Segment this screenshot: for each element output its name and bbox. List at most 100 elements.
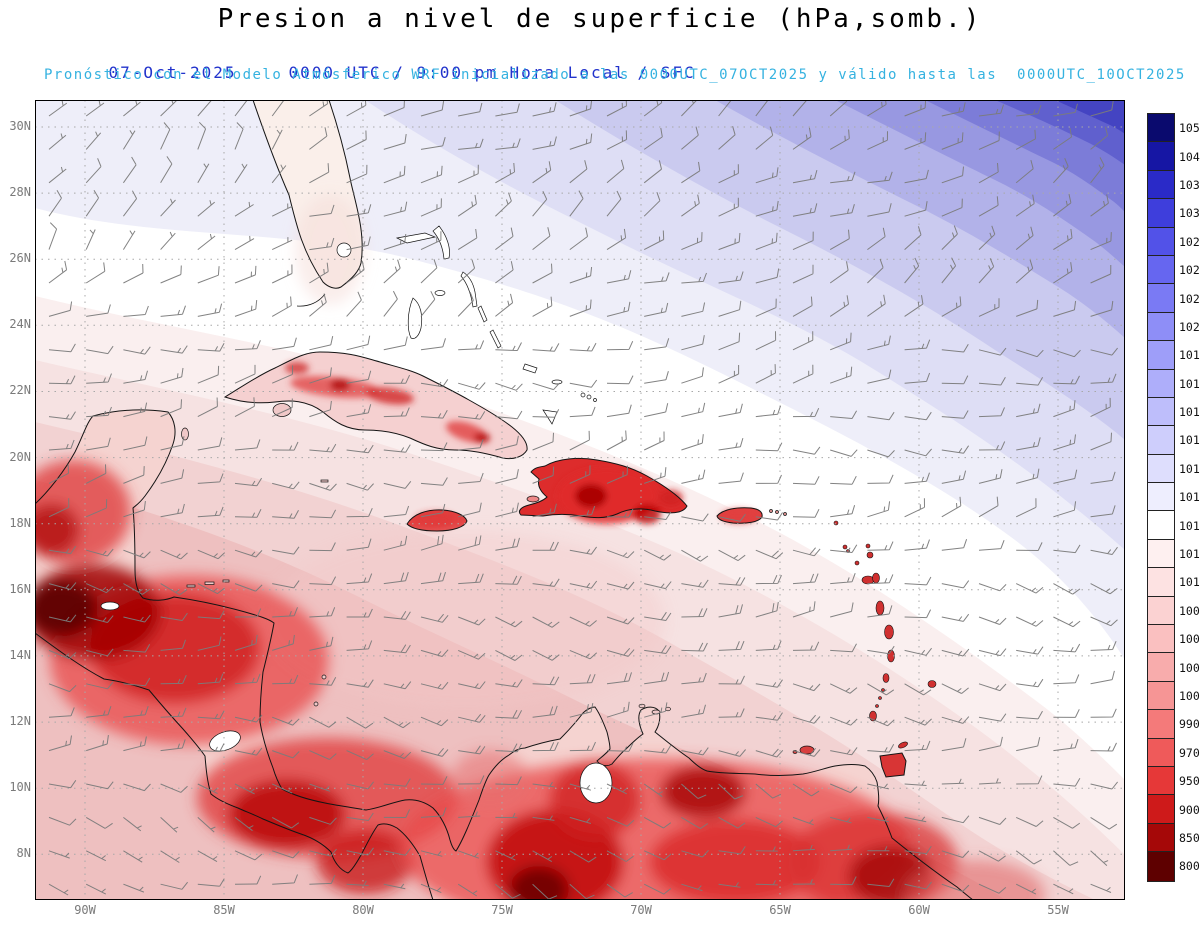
colorbar-row: 1018 [1148, 369, 1200, 398]
colorbar-swatch [1148, 568, 1174, 597]
lon-tick-label: 60W [908, 903, 930, 917]
colorbar-swatch [1148, 114, 1174, 143]
colorbar-row: 1013 [1148, 511, 1200, 540]
lon-tick-label: 85W [213, 903, 235, 917]
colorbar-level-label: 1040 [1179, 149, 1200, 164]
colorbar-row: 1030 [1148, 199, 1200, 228]
colorbar-row: 1019 [1148, 341, 1200, 370]
lon-tick-label: 90W [74, 903, 96, 917]
coastlines [34, 99, 974, 901]
colorbar-swatch [1148, 255, 1174, 285]
colorbar-row: 1020 [1148, 312, 1200, 342]
colorbar-row: 1008 [1148, 596, 1200, 626]
lat-tick-label: 12N [9, 714, 31, 729]
colorbar-level-label: 1019 [1179, 348, 1200, 363]
colorbar-row: 1050 [1148, 114, 1200, 143]
pressure-map [15, 90, 1125, 927]
colorbar-level-label: 1010 [1179, 575, 1200, 590]
colorbar-row: 1010 [1148, 568, 1200, 597]
map-area: Sisπ– ONAMET/REP.DOM. [15, 90, 1125, 927]
colorbar-row: 1025 [1148, 255, 1200, 285]
colorbar-row: 1017 [1148, 397, 1200, 427]
colorbar-row: 1002 [1148, 653, 1200, 682]
colorbar-swatch [1148, 511, 1174, 540]
colorbar-swatch [1148, 653, 1174, 682]
lat-tick-label: 26N [9, 251, 31, 266]
colorbar-row: 1006 [1148, 625, 1200, 654]
colorbar-swatch [1148, 795, 1174, 824]
colorbar-row: 900 [1148, 795, 1200, 824]
colorbar-level-label: 1050 [1179, 121, 1200, 136]
low-pressure-cells [15, 195, 1045, 927]
colorbar-row: 1022 [1148, 284, 1200, 313]
colorbar-swatch [1148, 738, 1174, 767]
wind-barbs-layer [48, 90, 1118, 900]
colorbar-swatch [1148, 170, 1174, 200]
colorbar-swatch [1148, 710, 1174, 739]
colorbar-row: 990 [1148, 710, 1200, 739]
lon-tick-label: 55W [1047, 903, 1069, 917]
lat-tick-label: 22N [9, 383, 31, 398]
lat-tick-label: 30N [9, 118, 31, 133]
lat-tick-label: 16N [9, 581, 31, 596]
colorbar-row: 1016 [1148, 426, 1200, 455]
lat-tick-label: 8N [16, 846, 31, 861]
colorbar-swatch [1148, 369, 1174, 398]
colorbar-swatch [1148, 199, 1174, 228]
colorbar-swatch [1148, 823, 1174, 853]
colorbar-swatch [1148, 142, 1174, 171]
colorbar-swatch [1148, 454, 1174, 484]
lat-tick-label: 14N [9, 647, 31, 662]
colorbar-swatch [1148, 596, 1174, 626]
colorbar-row: 1015 [1148, 454, 1200, 484]
colorbar-swatch [1148, 852, 1174, 881]
colorbar-level-label: 1000 [1179, 689, 1200, 703]
colorbar-row: 1040 [1148, 142, 1200, 171]
colorbar-swatch [1148, 426, 1174, 455]
colorbar-row: 850 [1148, 823, 1200, 853]
lat-tick-label: 10N [9, 780, 31, 795]
pressure-colorbar: 1050 1040 1035 1030 1028 1025 1022 1020 1019 1018… [1147, 113, 1200, 882]
colorbar-swatch [1148, 397, 1174, 427]
colorbar-swatch [1148, 766, 1174, 796]
colorbar-row: 1028 [1148, 227, 1200, 256]
colorbar-swatch [1148, 284, 1174, 313]
lat-tick-label: 28N [9, 185, 31, 200]
colorbar-level-label: 1016 [1179, 433, 1200, 448]
colorbar-swatch [1148, 625, 1174, 654]
colorbar-level-label: 1008 [1179, 603, 1200, 618]
colorbar-level-label: 990 [1179, 717, 1200, 732]
colorbar-level-label: 800 [1179, 859, 1200, 874]
colorbar-row: 800 [1148, 852, 1200, 881]
colorbar-level-label: 1015 [1179, 461, 1200, 476]
colorbar-level-label: 1025 [1179, 263, 1200, 278]
colorbar-level-label: 970 [1179, 745, 1200, 760]
colorbar-level-label: 1035 [1179, 177, 1200, 192]
colorbar-row: 1014 [1148, 483, 1200, 512]
page-title: Presion a nivel de superficie (hPa,somb.… [217, 4, 983, 34]
lat-tick-label: 20N [9, 449, 31, 464]
colorbar-swatch [1148, 539, 1174, 569]
small-islands [181, 225, 815, 755]
lesser-antilles [833, 520, 937, 749]
forecast-date: 07-Oct-2025 [108, 63, 237, 82]
colorbar-row: 1035 [1148, 170, 1200, 200]
colorbar-level-label: 1030 [1179, 206, 1200, 221]
colorbar-row: 950 [1148, 766, 1200, 796]
colorbar-level-label: 900 [1179, 802, 1200, 817]
forecast-time: 0000 UTC / 9:00 pm Hora Local / SFC [288, 63, 696, 82]
colorbar-level-label: 1028 [1179, 234, 1200, 249]
colorbar-row: 970 [1148, 738, 1200, 767]
colorbar-swatch [1148, 227, 1174, 256]
colorbar-level-label: 1013 [1179, 518, 1200, 533]
colorbar-swatch [1148, 483, 1174, 512]
colorbar-level-label: 1022 [1179, 291, 1200, 306]
model-init-line: Pronóstico con el Modelo Atmósferico WRF… [44, 67, 1186, 83]
lon-tick-label: 65W [769, 903, 791, 917]
colorbar-level-label: 1002 [1179, 660, 1200, 675]
colorbar-level-label: 1006 [1179, 632, 1200, 647]
colorbar-level-label: 1012 [1179, 547, 1200, 562]
colorbar-level-label: 1020 [1179, 319, 1200, 334]
lon-tick-label: 75W [491, 903, 513, 917]
